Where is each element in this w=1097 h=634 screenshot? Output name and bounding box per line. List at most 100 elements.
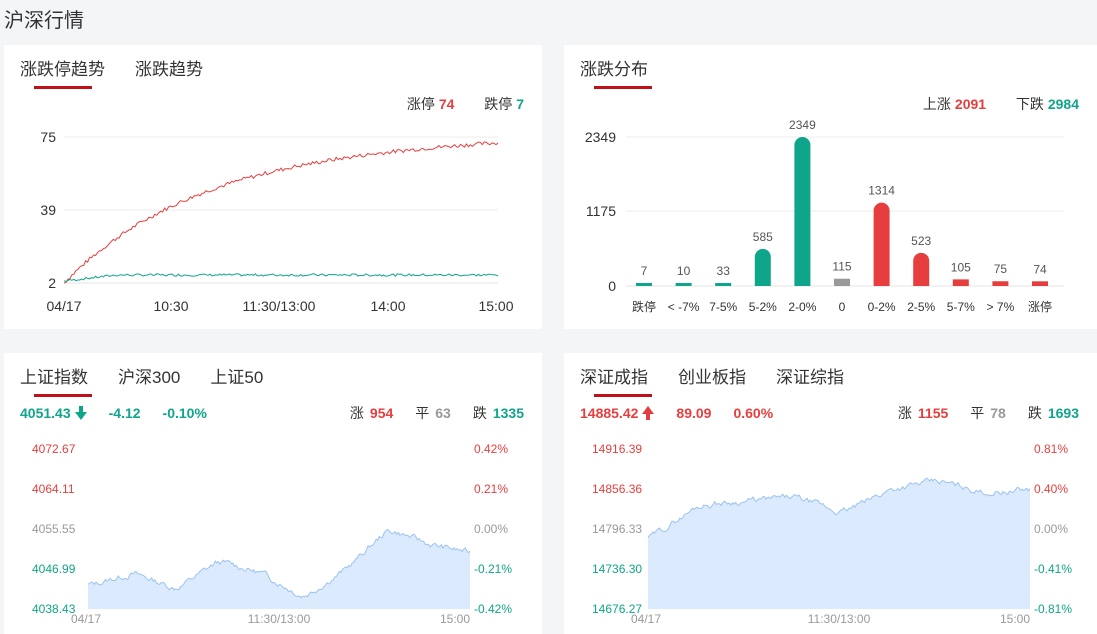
sz-index-panel: 深证成指 创业板指 深证综指 14885.42 89.09 0.60% 涨 115… (564, 353, 1097, 634)
time-tick: 04/17 (71, 612, 101, 626)
y-tick: 39 (40, 202, 56, 218)
sh-price: 4051.43 (20, 403, 87, 423)
data-label: 115 (832, 260, 851, 274)
price-tick: 4055.55 (32, 522, 76, 536)
price-tick: 14856.36 (592, 482, 642, 496)
sh-price-value: 4051.43 (20, 405, 71, 421)
down-value: 1335 (492, 405, 524, 421)
pct-tick: 0.00% (1034, 522, 1068, 536)
sz-change: 89.09 (676, 405, 712, 421)
data-label: 585 (753, 230, 773, 244)
page-title: 沪深行情 (4, 10, 84, 32)
tab-sse50[interactable]: 上证50 (210, 368, 264, 387)
pct-tick: 0.42% (474, 442, 508, 456)
sz-quote-row: 14885.42 89.09 0.60% 涨 1155 平 78 跌 1693 (580, 403, 1079, 423)
y-tick: 1175 (586, 203, 616, 219)
time-tick: 15:00 (1000, 612, 1030, 626)
sz-intraday-chart: 14916.39 0.81% 14856.36 0.40% 14796.33 0.00% 1… (592, 442, 1072, 626)
down-value: 1693 (1047, 405, 1079, 421)
down-label: 跌 (1027, 405, 1042, 421)
data-label: 74 (1033, 262, 1047, 276)
tab-limit-trend[interactable]: 涨跌停趋势 (20, 55, 105, 89)
time-tick: 15:00 (440, 612, 470, 626)
distribution-panel: 涨跌分布 上涨 2091 下跌 2984 2349 1175 0 7 跌停 10 < -7… (564, 45, 1097, 329)
category-label: 2-5% (907, 300, 935, 314)
sh-counts: 涨 954 平 63 跌 1335 (350, 403, 524, 423)
tab-sh-composite[interactable]: 上证指数 (20, 363, 92, 397)
arrow-up-icon (642, 406, 655, 420)
tab-sz-component[interactable]: 深证成指 (580, 363, 652, 397)
price-tick: 14676.27 (592, 602, 642, 616)
time-tick: 04/17 (631, 612, 661, 626)
pct-tick: 0.21% (474, 482, 508, 496)
price-tick: 14796.33 (592, 522, 642, 536)
flat-label: 平 (415, 405, 430, 421)
up-value: 1155 (917, 405, 949, 421)
rise-value: 2091 (954, 96, 987, 112)
limit-down-value: 7 (516, 96, 524, 112)
tab-rise-fall-trend[interactable]: 涨跌趋势 (135, 60, 203, 79)
price-tick: 14736.30 (592, 562, 642, 576)
sz-tabs: 深证成指 创业板指 深证综指 (580, 363, 874, 397)
pct-tick: 0.40% (1034, 482, 1068, 496)
bar (913, 252, 930, 286)
tab-chinext[interactable]: 创业板指 (678, 368, 746, 387)
sh-price-line (87, 529, 471, 599)
bar (873, 202, 890, 286)
tab-sz-composite[interactable]: 深证综指 (776, 368, 844, 387)
sz-price: 14885.42 (580, 403, 655, 423)
distribution-chart: 2349 1175 0 7 跌停 10 < -7% 33 7-5% 585 5-2% 2349 2… (585, 118, 1064, 314)
sh-change: -4.12 (108, 405, 141, 421)
category-label: 5-2% (749, 300, 777, 314)
sh-tabs: 上证指数 沪深300 上证50 (20, 363, 293, 397)
arrow-down-icon (74, 406, 87, 420)
tab-distribution[interactable]: 涨跌分布 (580, 55, 652, 89)
sz-price-area (648, 478, 1030, 609)
fall-value: 2984 (1047, 96, 1079, 112)
limit-up-label: 涨停 (406, 96, 435, 112)
flat-value: 78 (990, 405, 1006, 421)
y-tick: 0 (608, 278, 616, 294)
sh-intraday-chart: 4072.67 0.42% 4064.11 0.21% 4055.55 0.00% 4046… (32, 442, 512, 626)
y-tick: 2349 (585, 129, 616, 145)
sz-price-line (647, 477, 1031, 538)
tab-csi300[interactable]: 沪深300 (118, 368, 181, 387)
bar (952, 279, 969, 286)
sh-pct: -0.10% (162, 405, 207, 421)
x-tick: 10:30 (153, 298, 188, 314)
limit-up-series-line (63, 141, 499, 284)
pct-tick: -0.21% (474, 562, 512, 576)
data-label: 33 (717, 264, 731, 278)
y-tick: 75 (40, 129, 56, 145)
category-label: > 7% (987, 300, 1015, 314)
flat-value: 63 (435, 405, 451, 421)
category-label: 7-5% (709, 300, 737, 314)
y-tick: 2 (48, 275, 56, 291)
sh-price-area (88, 529, 470, 609)
category-label: 0 (839, 300, 846, 314)
pct-tick: -0.41% (1034, 562, 1072, 576)
category-label: 涨停 (1028, 299, 1052, 314)
up-value: 954 (369, 405, 394, 421)
sz-pct: 0.60% (733, 405, 774, 421)
bar (715, 283, 732, 286)
pct-tick: -0.42% (474, 602, 512, 616)
limit-trend-panel: 涨跌停趋势 涨跌趋势 涨停 74 跌停 7 75 39 2 04/17 10:30 … (4, 45, 542, 329)
dist-tabs: 涨跌分布 (580, 55, 678, 89)
bar (834, 278, 850, 286)
pct-tick: 0.81% (1034, 442, 1068, 456)
bar (1032, 281, 1048, 286)
data-label: 7 (641, 264, 648, 278)
category-label: 2-0% (788, 300, 816, 314)
price-tick: 4064.11 (32, 482, 75, 496)
limit-down-label: 跌停 (484, 96, 513, 112)
up-label: 涨 (349, 405, 364, 421)
sh-index-panel: 上证指数 沪深300 上证50 4051.43 -4.12 -0.10% 涨 95… (4, 353, 542, 634)
data-label: 10 (677, 264, 691, 278)
price-tick: 14916.39 (592, 442, 642, 456)
trend-legend: 涨停 74 跌停 7 (407, 94, 524, 114)
limit-trend-chart: 75 39 2 04/17 10:30 11:30/13:00 14:00 15… (40, 129, 513, 314)
time-tick: 11:30/13:00 (808, 612, 871, 626)
sz-price-value: 14885.42 (580, 405, 639, 421)
trend-tabs: 涨跌停趋势 涨跌趋势 (20, 55, 233, 89)
